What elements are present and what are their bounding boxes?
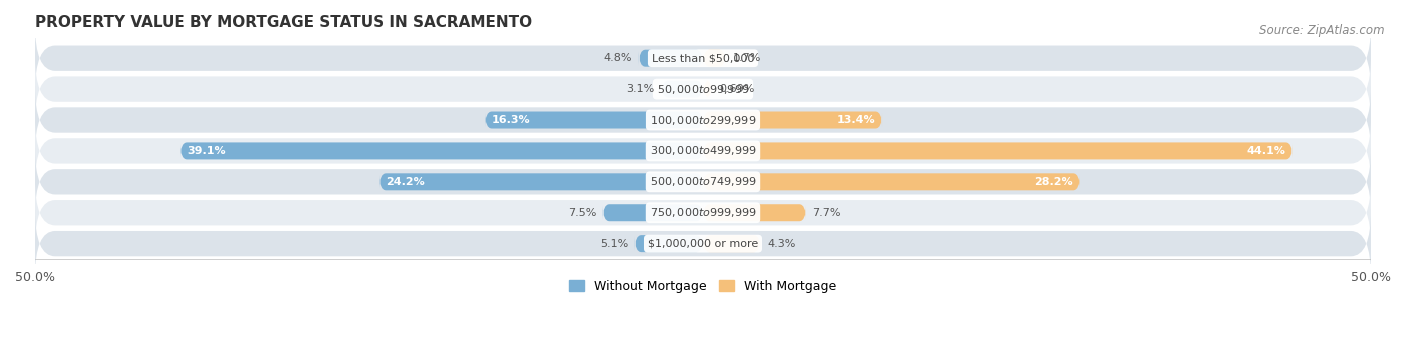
- FancyBboxPatch shape: [703, 112, 882, 129]
- Text: Less than $50,000: Less than $50,000: [652, 53, 754, 63]
- FancyBboxPatch shape: [35, 117, 1371, 185]
- FancyBboxPatch shape: [35, 179, 1371, 246]
- FancyBboxPatch shape: [180, 142, 703, 159]
- Text: 16.3%: 16.3%: [492, 115, 530, 125]
- Text: 7.7%: 7.7%: [813, 208, 841, 218]
- Text: 1.7%: 1.7%: [733, 53, 761, 63]
- FancyBboxPatch shape: [636, 235, 703, 252]
- Text: 0.69%: 0.69%: [718, 84, 754, 94]
- Text: 7.5%: 7.5%: [568, 208, 596, 218]
- FancyBboxPatch shape: [703, 50, 725, 67]
- Text: 3.1%: 3.1%: [627, 84, 655, 94]
- FancyBboxPatch shape: [662, 81, 703, 98]
- FancyBboxPatch shape: [485, 112, 703, 129]
- FancyBboxPatch shape: [35, 210, 1371, 277]
- Text: PROPERTY VALUE BY MORTGAGE STATUS IN SACRAMENTO: PROPERTY VALUE BY MORTGAGE STATUS IN SAC…: [35, 15, 531, 30]
- Text: 44.1%: 44.1%: [1247, 146, 1285, 156]
- Text: $500,000 to $749,999: $500,000 to $749,999: [650, 175, 756, 188]
- Text: $1,000,000 or more: $1,000,000 or more: [648, 239, 758, 249]
- Text: 13.4%: 13.4%: [837, 115, 876, 125]
- FancyBboxPatch shape: [703, 173, 1080, 190]
- FancyBboxPatch shape: [703, 235, 761, 252]
- Text: $50,000 to $99,999: $50,000 to $99,999: [657, 83, 749, 96]
- Text: $300,000 to $499,999: $300,000 to $499,999: [650, 144, 756, 157]
- Text: 4.3%: 4.3%: [768, 239, 796, 249]
- FancyBboxPatch shape: [638, 50, 703, 67]
- Text: $100,000 to $299,999: $100,000 to $299,999: [650, 114, 756, 126]
- Text: 5.1%: 5.1%: [600, 239, 628, 249]
- Text: Source: ZipAtlas.com: Source: ZipAtlas.com: [1260, 24, 1385, 37]
- FancyBboxPatch shape: [35, 24, 1371, 92]
- Text: 39.1%: 39.1%: [187, 146, 226, 156]
- Legend: Without Mortgage, With Mortgage: Without Mortgage, With Mortgage: [564, 275, 842, 298]
- FancyBboxPatch shape: [380, 173, 703, 190]
- Text: 28.2%: 28.2%: [1035, 177, 1073, 187]
- FancyBboxPatch shape: [703, 142, 1292, 159]
- Text: $750,000 to $999,999: $750,000 to $999,999: [650, 206, 756, 219]
- Text: 4.8%: 4.8%: [603, 53, 633, 63]
- FancyBboxPatch shape: [703, 204, 806, 221]
- FancyBboxPatch shape: [603, 204, 703, 221]
- FancyBboxPatch shape: [35, 148, 1371, 216]
- FancyBboxPatch shape: [703, 81, 713, 98]
- Text: 24.2%: 24.2%: [387, 177, 425, 187]
- FancyBboxPatch shape: [35, 55, 1371, 123]
- FancyBboxPatch shape: [35, 86, 1371, 154]
